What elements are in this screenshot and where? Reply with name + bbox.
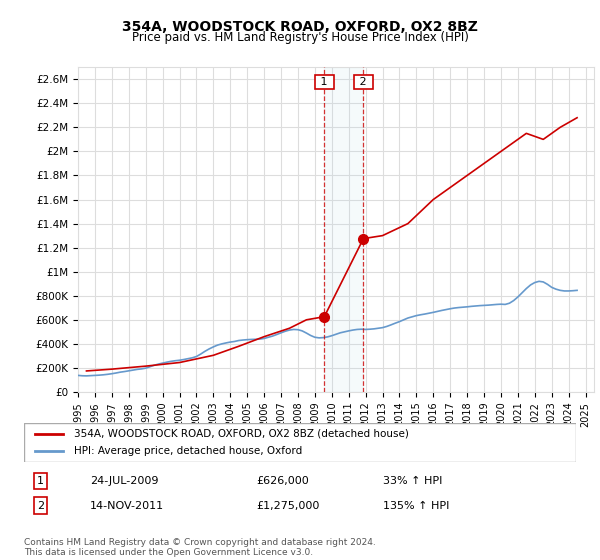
Text: 135% ↑ HPI: 135% ↑ HPI bbox=[383, 501, 449, 511]
FancyBboxPatch shape bbox=[24, 423, 576, 462]
Bar bbox=[325, 67, 364, 392]
Text: 354A, WOODSTOCK ROAD, OXFORD, OX2 8BZ (detached house): 354A, WOODSTOCK ROAD, OXFORD, OX2 8BZ (d… bbox=[74, 429, 409, 439]
Text: Contains HM Land Registry data © Crown copyright and database right 2024.
This d: Contains HM Land Registry data © Crown c… bbox=[24, 538, 376, 557]
Text: 1: 1 bbox=[37, 476, 44, 486]
Text: 1: 1 bbox=[317, 77, 331, 87]
Text: £1,275,000: £1,275,000 bbox=[256, 501, 319, 511]
Text: 14-NOV-2011: 14-NOV-2011 bbox=[90, 501, 164, 511]
Text: 2: 2 bbox=[37, 501, 44, 511]
Text: Price paid vs. HM Land Registry's House Price Index (HPI): Price paid vs. HM Land Registry's House … bbox=[131, 31, 469, 44]
Text: 24-JUL-2009: 24-JUL-2009 bbox=[90, 476, 159, 486]
Text: £626,000: £626,000 bbox=[256, 476, 308, 486]
Text: 33% ↑ HPI: 33% ↑ HPI bbox=[383, 476, 442, 486]
Text: 354A, WOODSTOCK ROAD, OXFORD, OX2 8BZ: 354A, WOODSTOCK ROAD, OXFORD, OX2 8BZ bbox=[122, 20, 478, 34]
Text: HPI: Average price, detached house, Oxford: HPI: Average price, detached house, Oxfo… bbox=[74, 446, 302, 456]
Text: 2: 2 bbox=[356, 77, 370, 87]
